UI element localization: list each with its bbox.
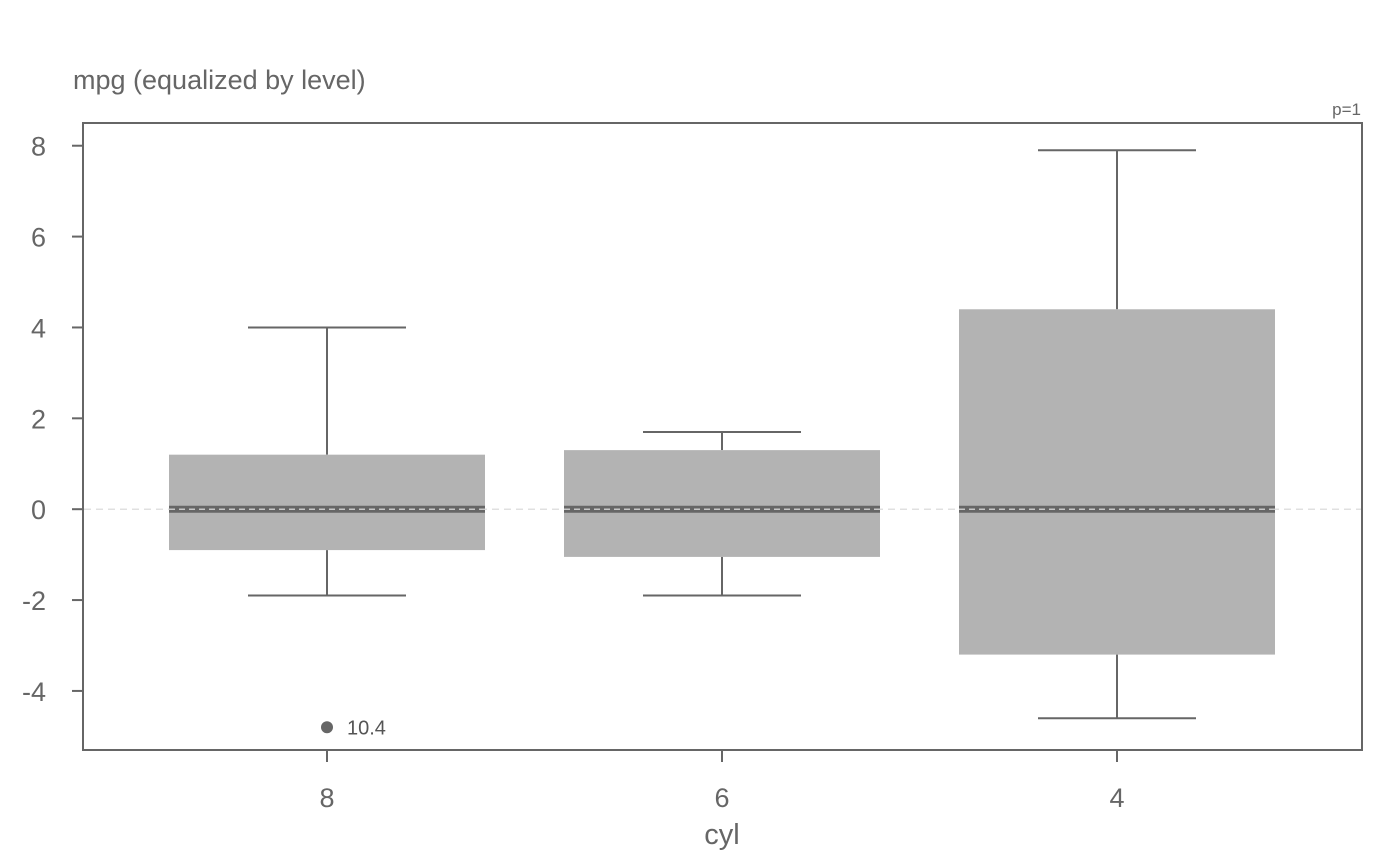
y-tick-label-6: 6 bbox=[31, 223, 46, 253]
outliers-group: 10.4 bbox=[321, 717, 386, 739]
box-cyl-8 bbox=[169, 326, 485, 597]
box-body bbox=[169, 454, 485, 551]
x-tick-label-4: 4 bbox=[1109, 783, 1124, 813]
x-tick-label-8: 8 bbox=[319, 783, 334, 813]
outlier-label: 10.4 bbox=[347, 717, 386, 739]
y-axis: 8 6 4 2 0 -2 -4 bbox=[22, 132, 83, 707]
box-body bbox=[959, 309, 1275, 655]
y-tick-label-4: 4 bbox=[31, 313, 46, 343]
y-tick-label--2: -2 bbox=[22, 586, 46, 616]
y-tick-label-0: 0 bbox=[31, 495, 46, 525]
y-tick-label-2: 2 bbox=[31, 404, 46, 434]
box-cyl-6 bbox=[564, 430, 880, 597]
x-axis: 8 6 4 bbox=[319, 750, 1125, 813]
y-tick-label--4: -4 bbox=[22, 677, 46, 707]
chart-title: mpg (equalized by level) bbox=[73, 65, 366, 95]
x-tick-label-6: 6 bbox=[714, 783, 729, 813]
boxes-group bbox=[169, 149, 1275, 720]
box-body bbox=[564, 450, 880, 557]
x-axis-label: cyl bbox=[704, 819, 739, 851]
box-cyl-4 bbox=[959, 149, 1275, 720]
y-tick-label-8: 8 bbox=[31, 132, 46, 162]
outlier-point-cyl-8 bbox=[321, 721, 333, 734]
p-value-annotation: p=1 bbox=[1332, 100, 1361, 119]
